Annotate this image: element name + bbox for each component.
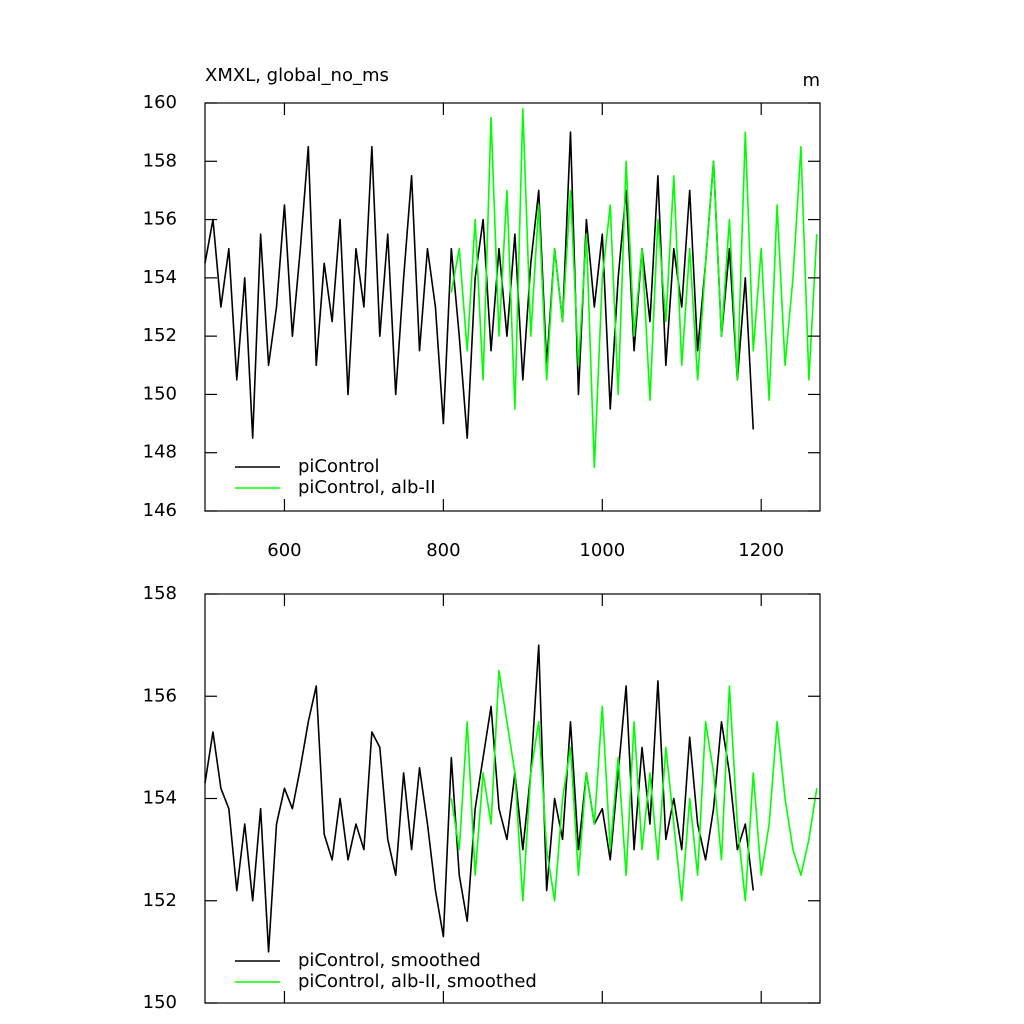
y-tick-label: 150 xyxy=(143,383,177,404)
data-line xyxy=(450,669,818,902)
x-tick-label: 600 xyxy=(267,540,301,561)
y-tick-label: 154 xyxy=(143,267,177,288)
data-line xyxy=(450,108,818,469)
y-tick-label: 152 xyxy=(143,890,177,911)
y-tick-label: 150 xyxy=(143,992,177,1013)
y-tick-label: 146 xyxy=(143,500,177,521)
y-tick-label: 148 xyxy=(143,442,177,463)
legend-label: piControl, smoothed xyxy=(298,950,481,971)
x-tick-label: 1000 xyxy=(579,540,625,561)
y-tick-label: 160 xyxy=(143,92,177,113)
units-label: m xyxy=(802,70,820,91)
plot-frame xyxy=(204,102,821,512)
x-tick-label: 1200 xyxy=(738,540,784,561)
y-tick-label: 156 xyxy=(143,685,177,706)
y-tick-label: 156 xyxy=(143,209,177,230)
y-tick-label: 158 xyxy=(143,150,177,171)
y-tick-label: 152 xyxy=(143,325,177,346)
legend-label: piControl, alb-II xyxy=(298,477,436,498)
data-line xyxy=(204,644,755,953)
chart-title: XMXL, global_no_ms xyxy=(205,65,389,86)
x-tick-label: 800 xyxy=(426,540,460,561)
y-tick-label: 158 xyxy=(143,583,177,604)
y-tick-label: 154 xyxy=(143,788,177,809)
legend-label: piControl xyxy=(298,456,380,477)
legend-label: piControl, alb-II, smoothed xyxy=(298,971,537,992)
